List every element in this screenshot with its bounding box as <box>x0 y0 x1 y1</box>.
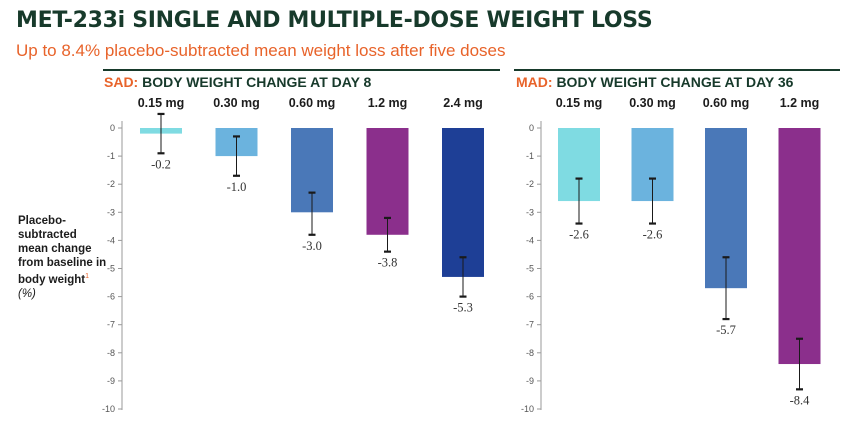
sad-y-tick-label: 0 <box>110 123 115 133</box>
mad-y-tick-label: 0 <box>529 123 534 133</box>
mad-y-tick-label: -7 <box>526 320 534 330</box>
sad-y-tick-label: -2 <box>107 179 115 189</box>
y-axis-unit: (%) <box>18 287 36 300</box>
mad-value-label: -5.7 <box>716 323 736 337</box>
mad-header-rule <box>514 69 840 71</box>
sad-bar <box>442 128 484 277</box>
mad-y-tick-label: -5 <box>526 264 534 274</box>
sad-y-tick-label: -6 <box>107 292 115 302</box>
mad-y-tick-label: -8 <box>526 348 534 358</box>
sad-y-tick-label: -9 <box>107 376 115 386</box>
mad-category-label: 0.60 mg <box>703 96 750 110</box>
mad-y-tick-label: -9 <box>526 376 534 386</box>
mad-value-label: -8.4 <box>790 393 811 407</box>
mad-bar <box>778 128 821 365</box>
chart-subtitle: Up to 8.4% placebo-subtracted mean weigh… <box>16 41 506 60</box>
mad-panel-tag: MAD: <box>516 74 553 90</box>
sad-y-tick-label: -5 <box>107 264 115 274</box>
mad-y-tick-label: -10 <box>521 404 534 414</box>
sad-value-label: -1.0 <box>227 180 247 194</box>
sad-panel-title: BODY WEIGHT CHANGE AT DAY 8 <box>142 74 372 90</box>
mad-value-label: -2.6 <box>643 228 663 242</box>
sad-panel-tag: SAD: <box>104 74 139 90</box>
sad-y-tick-label: -8 <box>107 348 115 358</box>
mad-y-tick-label: -1 <box>526 151 534 161</box>
sad-y-tick-label: -1 <box>107 151 115 161</box>
sad-category-label: 2.4 mg <box>443 96 483 110</box>
sad-y-tick-label: -7 <box>107 320 115 330</box>
sad-value-label: -3.8 <box>378 256 398 270</box>
sad-y-tick-label: -10 <box>102 404 115 414</box>
sad-value-label: -5.3 <box>453 301 473 315</box>
y-axis-label-text: Placebo-subtracted mean change from base… <box>18 215 107 286</box>
sad-value-label: -0.2 <box>151 157 171 171</box>
mad-category-label: 0.15 mg <box>556 96 603 110</box>
sad-header-rule <box>103 69 500 71</box>
y-axis-label: Placebo-subtracted mean change from base… <box>18 214 110 301</box>
sad-y-tick-label: -4 <box>107 235 115 245</box>
mad-value-label: -2.6 <box>569 228 589 242</box>
sad-category-label: 0.15 mg <box>138 96 185 110</box>
sad-value-label: -3.0 <box>302 239 322 253</box>
mad-y-tick-label: -3 <box>526 207 534 217</box>
sad-category-label: 0.60 mg <box>289 96 336 110</box>
mad-y-tick-label: -4 <box>526 235 534 245</box>
y-axis-footnote-mark: 1 <box>85 273 89 280</box>
mad-y-tick-label: -2 <box>526 179 534 189</box>
mad-category-label: 1.2 mg <box>780 96 820 110</box>
sad-category-label: 0.30 mg <box>213 96 260 110</box>
mad-panel-heading: MAD: BODY WEIGHT CHANGE AT DAY 36 <box>516 74 793 90</box>
mad-panel-title: BODY WEIGHT CHANGE AT DAY 36 <box>556 74 794 90</box>
sad-category-label: 1.2 mg <box>368 96 408 110</box>
chart-title: MET-233i SINGLE AND MULTIPLE-DOSE WEIGHT… <box>16 8 653 33</box>
sad-y-tick-label: -3 <box>107 207 115 217</box>
mad-category-label: 0.30 mg <box>629 96 676 110</box>
sad-panel-heading: SAD: BODY WEIGHT CHANGE AT DAY 8 <box>104 74 371 90</box>
mad-y-tick-label: -6 <box>526 292 534 302</box>
